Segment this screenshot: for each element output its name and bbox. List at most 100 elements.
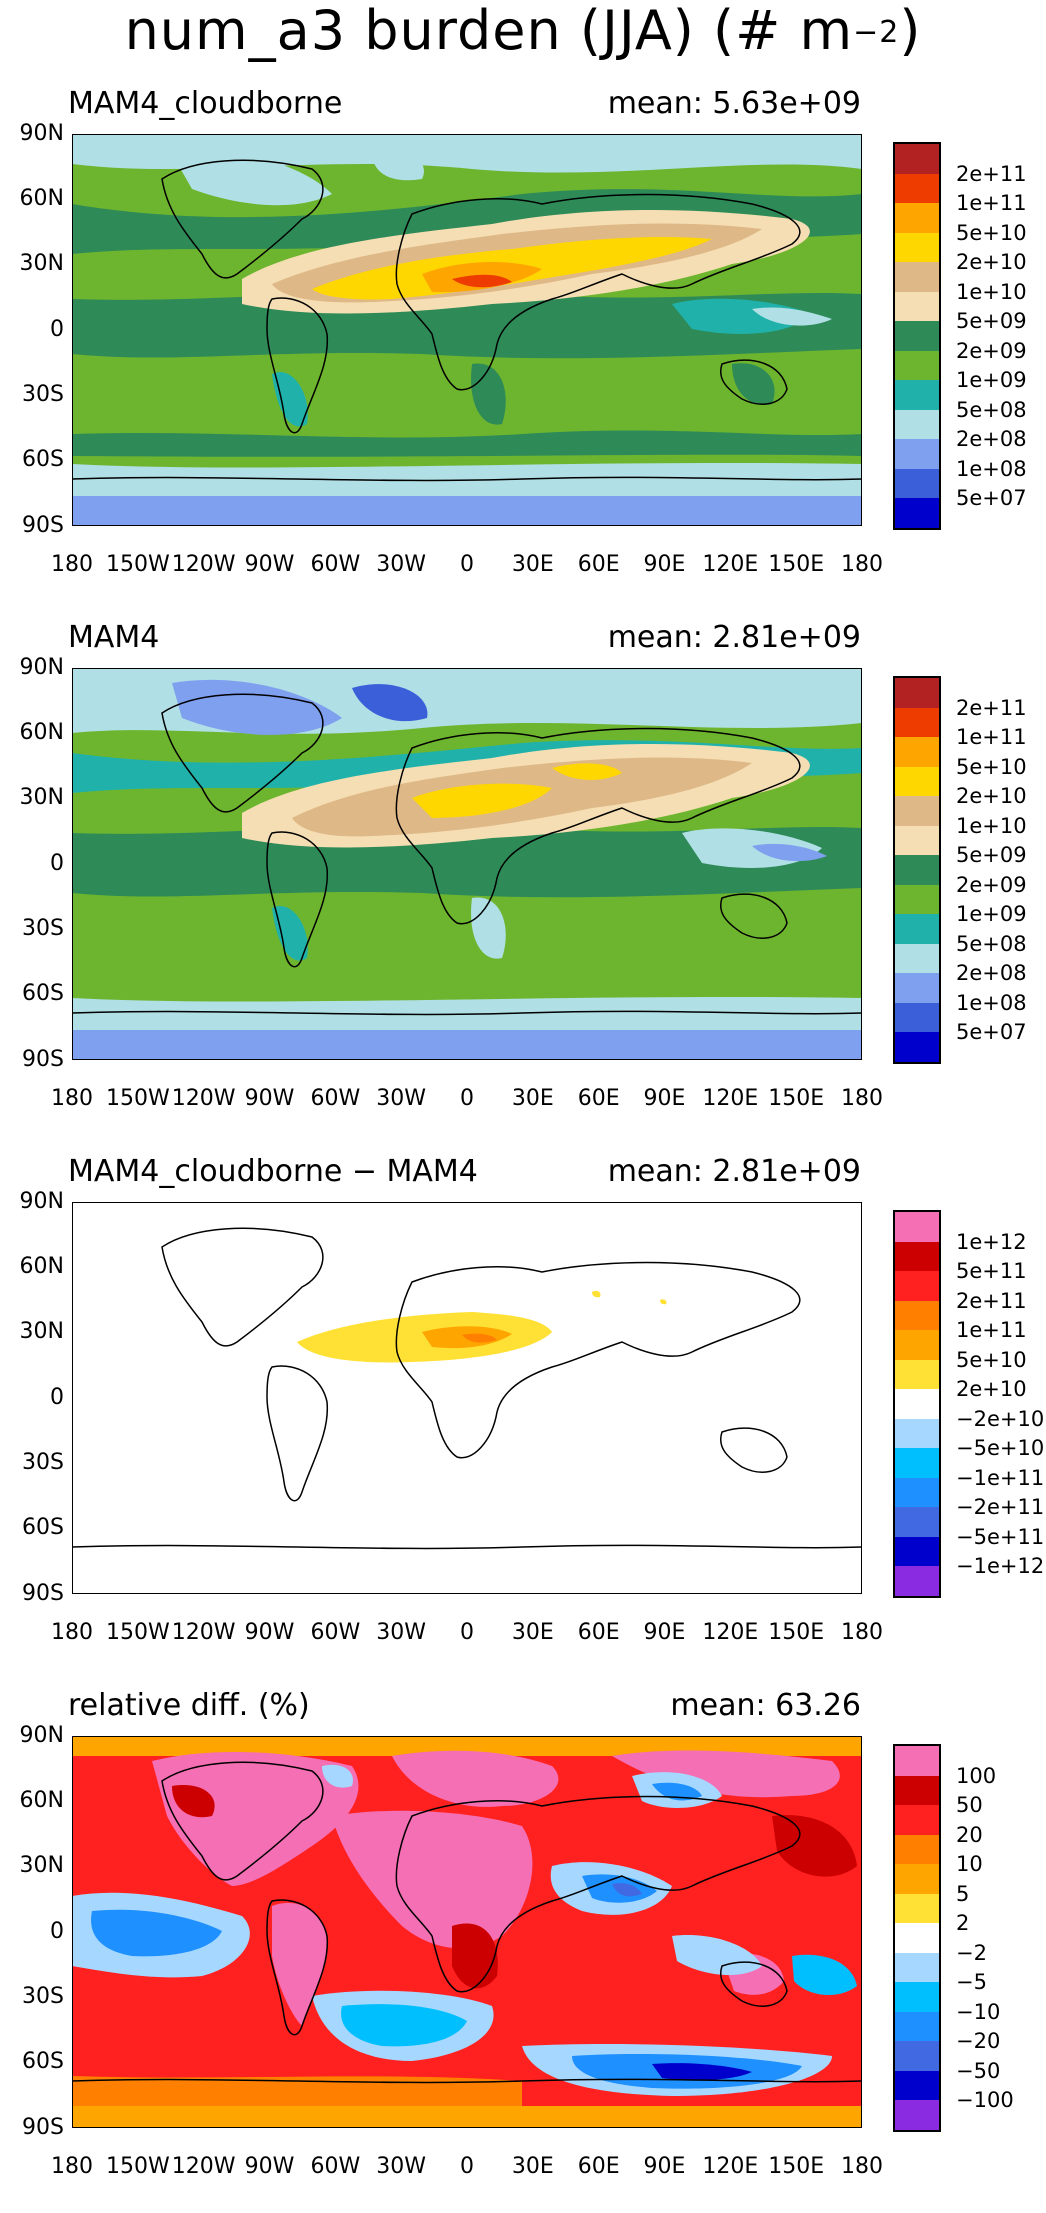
- colorbar-label: −5: [956, 1970, 987, 1994]
- panel-mam4: MAM4 mean: 2.81e+09: [0, 612, 1046, 1145]
- colorbar-swatch: [895, 1805, 939, 1835]
- colorbar-swatch: [895, 1893, 939, 1923]
- colorbar-swatch: [895, 1834, 939, 1864]
- lat-label: 30S: [22, 382, 64, 407]
- lon-label: 60E: [577, 552, 620, 577]
- colorbar-swatch: [895, 2041, 939, 2071]
- colorbar-label: 2e+10: [956, 250, 1027, 274]
- lon-label: 120E: [702, 1086, 759, 1111]
- colorbar-swatch: [895, 737, 939, 767]
- lon-label: 120E: [702, 2154, 759, 2179]
- lon-label: 60E: [577, 2154, 620, 2179]
- lon-label: 30W: [376, 552, 427, 577]
- lon-label: 180: [841, 1086, 883, 1111]
- colorbar: [893, 142, 941, 530]
- colorbar-swatch: [895, 1359, 939, 1389]
- lon-label: 30E: [511, 2154, 554, 2179]
- lon-label: 180: [841, 552, 883, 577]
- colorbar-label: 50: [956, 1793, 983, 1817]
- lon-label: 150E: [768, 1086, 825, 1111]
- lon-label: 30W: [376, 1086, 427, 1111]
- colorbar-label: 2e+11: [956, 161, 1027, 186]
- lon-label: 150W: [105, 552, 170, 577]
- panel-mean: mean: 2.81e+09: [607, 1154, 861, 1189]
- lon-label: 60W: [310, 552, 361, 577]
- lon-label: 90W: [244, 1086, 295, 1111]
- colorbar-label: −10: [956, 1999, 1001, 2024]
- lat-label: 30N: [19, 1853, 64, 1878]
- colorbar-swatch: [895, 1002, 939, 1032]
- colorbar-swatch: [895, 973, 939, 1003]
- colorbar-swatch: [895, 409, 939, 439]
- colorbar-label: −2e+10: [956, 1406, 1045, 1431]
- colorbar-label: 2e+09: [956, 872, 1027, 897]
- panel-mean: mean: 2.81e+09: [607, 620, 861, 655]
- colorbar-label: −20: [956, 2029, 1001, 2053]
- colorbar-swatch: [895, 884, 939, 914]
- lat-label: 0: [50, 851, 64, 876]
- colorbar-label: 2e+11: [956, 1288, 1027, 1313]
- colorbar-swatch: [895, 380, 939, 410]
- lat-label: 90N: [19, 121, 64, 146]
- lon-label: 180: [841, 1620, 883, 1645]
- panel-mean: mean: 5.63e+09: [607, 86, 861, 121]
- panel-cloudborne: MAM4_cloudborne mean: 5.63e+09: [0, 78, 1046, 611]
- lon-label: 90E: [643, 552, 686, 577]
- colorbar: [893, 1210, 941, 1598]
- lon-label: 30E: [511, 552, 554, 577]
- colorbar-label: 2e+08: [956, 427, 1027, 451]
- colorbar-swatch: [895, 468, 939, 498]
- colorbar-label: 5e+09: [956, 309, 1027, 333]
- colorbar-swatch: [895, 1982, 939, 2012]
- lon-label: 30E: [511, 1620, 554, 1645]
- colorbar-swatch: [895, 2011, 939, 2041]
- lon-label: 60W: [310, 1620, 361, 1645]
- lon-label: 90E: [643, 2154, 686, 2179]
- colorbar-label: 1e+11: [956, 191, 1027, 215]
- lon-label: 60W: [310, 2154, 361, 2179]
- lon-label: 150E: [768, 552, 825, 577]
- colorbar-swatch: [895, 855, 939, 885]
- colorbar-label: 1e+09: [956, 368, 1027, 392]
- lon-label: 120W: [171, 552, 236, 577]
- colorbar-swatch: [895, 825, 939, 855]
- colorbar-swatch: [895, 1448, 939, 1478]
- colorbar-label: 1e+11: [956, 725, 1027, 749]
- colorbar-label: 5e+10: [956, 220, 1027, 245]
- colorbar-label: 20: [956, 1822, 983, 1847]
- colorbar-swatch: [895, 232, 939, 262]
- lon-label: 90W: [244, 1620, 295, 1645]
- colorbar-swatch: [895, 796, 939, 826]
- lon-label: 150E: [768, 2154, 825, 2179]
- lat-label: 60S: [22, 2049, 64, 2074]
- colorbar-label: −50: [956, 2058, 1001, 2083]
- panel-title: relative diff. (%): [68, 1688, 310, 1723]
- colorbar-swatch: [895, 1032, 939, 1062]
- colorbar-swatch: [895, 1271, 939, 1301]
- panel-relative-diff: relative diff. (%) mean: 63.26: [0, 1680, 1046, 2213]
- lat-label: 30N: [19, 785, 64, 810]
- colorbar: [893, 1744, 941, 2132]
- colorbar-label: 2: [956, 1911, 970, 1935]
- colorbar-label: 5e+10: [956, 1347, 1027, 1372]
- colorbar-swatch: [895, 1864, 939, 1894]
- colorbar-swatch: [895, 1212, 939, 1242]
- lon-label: 180: [51, 552, 93, 577]
- colorbar-swatch: [895, 1241, 939, 1271]
- colorbar-label: 1e+12: [956, 1229, 1027, 1254]
- lon-label: 120W: [171, 1620, 236, 1645]
- colorbar-label: 1e+10: [956, 279, 1027, 304]
- colorbar-label: 2e+10: [956, 784, 1027, 808]
- panel-title: MAM4_cloudborne: [68, 86, 343, 121]
- lat-label: 0: [50, 1385, 64, 1410]
- panel-mean: mean: 63.26: [670, 1688, 861, 1723]
- colorbar-swatch: [895, 173, 939, 203]
- colorbar-label: 10: [956, 1852, 983, 1876]
- lat-label: 60N: [19, 720, 64, 745]
- lon-label: 0: [460, 552, 474, 577]
- lon-label: 90W: [244, 2154, 295, 2179]
- lon-label: 30W: [376, 2154, 427, 2179]
- colorbar-swatch: [895, 766, 939, 796]
- colorbar-label: −5e+10: [956, 1436, 1045, 1460]
- lon-label: 150W: [105, 1086, 170, 1111]
